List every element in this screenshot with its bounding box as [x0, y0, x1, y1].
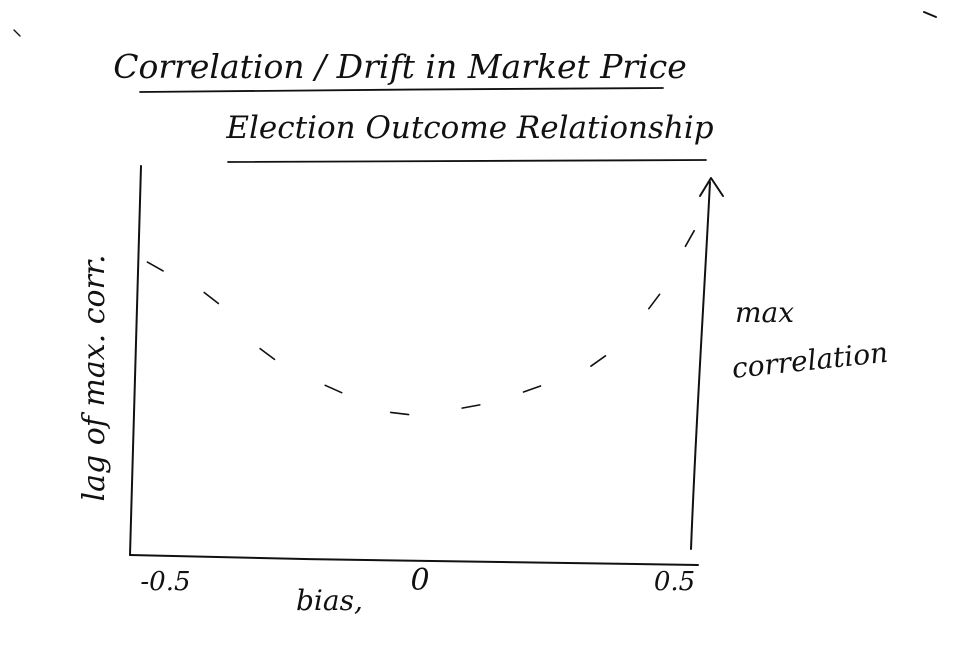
series-0-dash-8: [647, 293, 661, 310]
chart-subtitle: Election Outcome Relationship: [225, 110, 713, 146]
series-0-dash-4: [389, 411, 410, 416]
series-0-dash-6: [522, 385, 542, 393]
series-0-dash-9: [684, 229, 696, 248]
title-underline: [139, 87, 664, 93]
x-axis: [129, 554, 699, 566]
y-axis-right-arrow: [699, 177, 724, 197]
series-0-dash-2: [259, 347, 276, 361]
series-0-dash-1: [203, 291, 220, 305]
y-axis-label: lag of max. corr.: [77, 254, 112, 501]
x-tick-label-2: 0.5: [654, 567, 695, 597]
y-axis-left: [129, 165, 142, 556]
x-tick-label-0: -0.5: [140, 567, 190, 597]
stray-mark-left: [13, 29, 21, 37]
y2-axis-label-line1: max: [735, 296, 794, 329]
y2-axis-label-line2: correlation: [730, 336, 889, 385]
series-0-dash-7: [590, 354, 607, 368]
chart-title: Correlation / Drift in Market Price: [113, 47, 687, 86]
series-0-dash-3: [324, 384, 343, 394]
x-axis-label: bias,: [296, 584, 363, 617]
y-axis-right: [690, 181, 711, 550]
x-tick-label-1: 0: [410, 563, 429, 598]
stray-mark-right: [923, 11, 937, 18]
series-0-dash-5: [461, 404, 481, 409]
subtitle-underline: [227, 159, 707, 163]
series-0-dash-0: [146, 261, 164, 272]
